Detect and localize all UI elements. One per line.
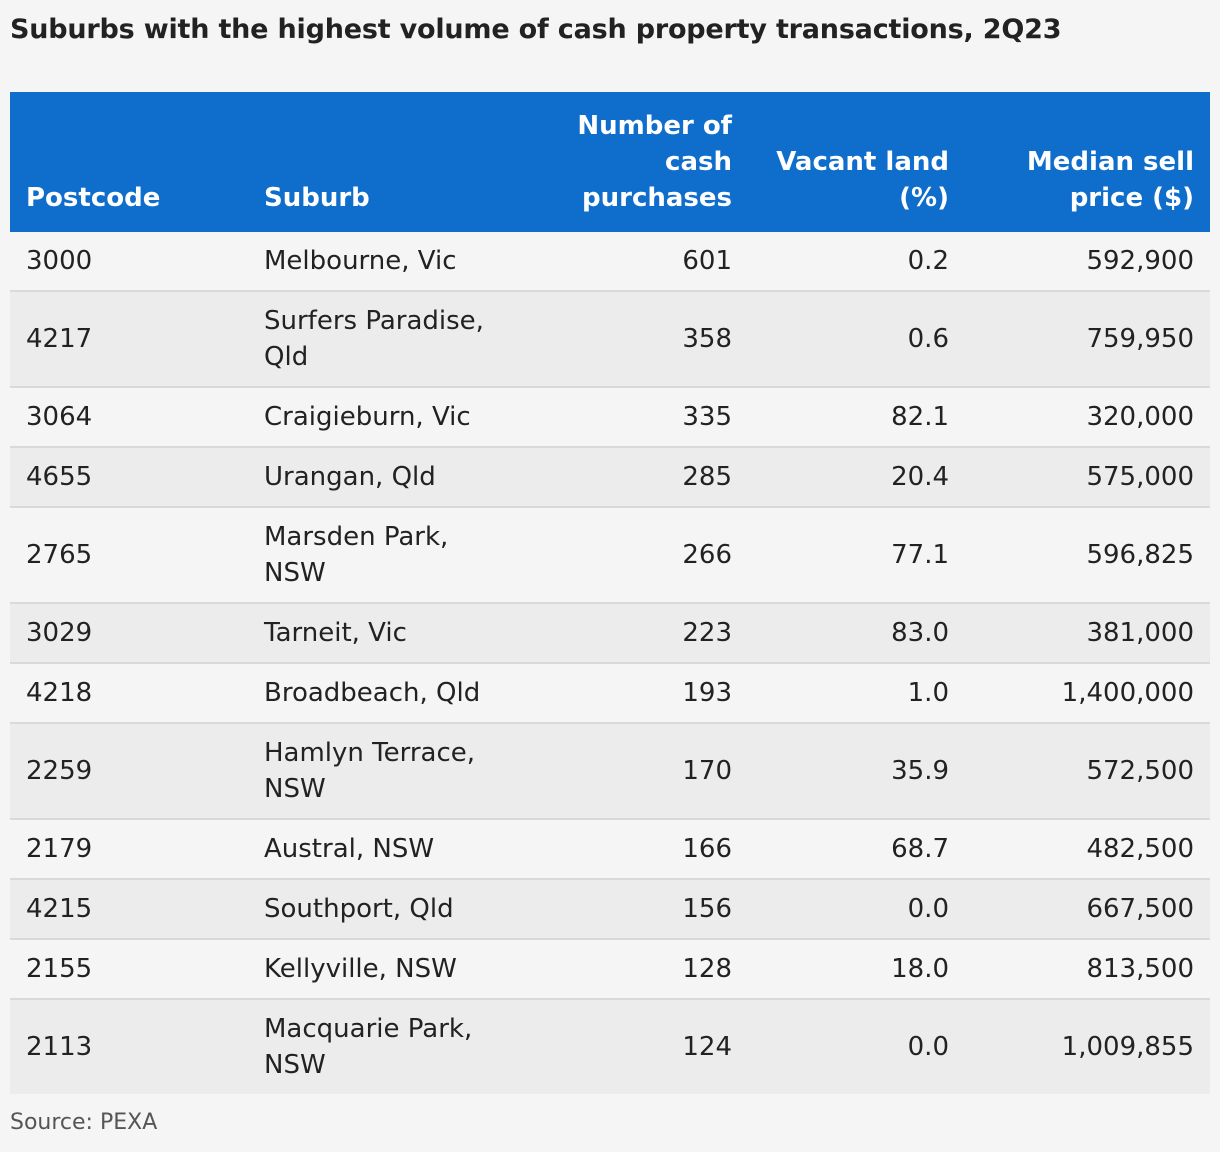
- cell-median-price: 320,000: [965, 387, 1210, 448]
- cell-cash-purchases: 128: [498, 939, 748, 1000]
- cell-cash-purchases: 156: [498, 879, 748, 940]
- cell-vacant-land: 83.0: [748, 603, 965, 664]
- cell-postcode: 4217: [10, 291, 248, 388]
- cell-median-price: 575,000: [965, 447, 1210, 508]
- cell-suburb: Urangan, Qld: [248, 447, 498, 508]
- cell-postcode: 4655: [10, 447, 248, 508]
- table-row: 2113 Macquarie Park, NSW 124 0.0 1,009,855: [10, 999, 1210, 1094]
- cell-postcode: 3064: [10, 387, 248, 448]
- table-row: 4655 Urangan, Qld 285 20.4 575,000: [10, 447, 1210, 508]
- cell-suburb: Austral, NSW: [248, 819, 498, 880]
- cell-postcode: 2765: [10, 507, 248, 604]
- cell-suburb: Macquarie Park, NSW: [248, 999, 498, 1094]
- cell-vacant-land: 35.9: [748, 723, 965, 820]
- cell-median-price: 813,500: [965, 939, 1210, 1000]
- cell-vacant-land: 0.6: [748, 291, 965, 388]
- cell-vacant-land: 18.0: [748, 939, 965, 1000]
- cell-postcode: 4215: [10, 879, 248, 940]
- table-row: 4217 Surfers Paradise, Qld 358 0.6 759,950: [10, 291, 1210, 388]
- cell-vacant-land: 0.0: [748, 879, 965, 940]
- table-body: 3000 Melbourne, Vic 601 0.2 592,900 4217 Surfe…: [10, 232, 1210, 1094]
- cell-vacant-land: 0.0: [748, 999, 965, 1094]
- table-row: 3064 Craigieburn, Vic 335 82.1 320,000: [10, 387, 1210, 448]
- cell-median-price: 667,500: [965, 879, 1210, 940]
- header-vacant-land: Vacant land (%): [748, 92, 965, 232]
- cell-suburb: Marsden Park, NSW: [248, 507, 498, 604]
- data-table-container: Postcode Suburb Number of cash purchases…: [10, 92, 1210, 1094]
- cell-cash-purchases: 166: [498, 819, 748, 880]
- chart-title: Suburbs with the highest volume of cash …: [10, 14, 1062, 45]
- cell-postcode: 3000: [10, 232, 248, 292]
- table-row: 4218 Broadbeach, Qld 193 1.0 1,400,000: [10, 663, 1210, 724]
- cell-median-price: 381,000: [965, 603, 1210, 664]
- cell-suburb: Melbourne, Vic: [248, 232, 498, 292]
- cell-vacant-land: 1.0: [748, 663, 965, 724]
- cell-suburb: Broadbeach, Qld: [248, 663, 498, 724]
- cell-suburb: Hamlyn Terrace, NSW: [248, 723, 498, 820]
- header-suburb: Suburb: [248, 92, 498, 232]
- cell-median-price: 1,400,000: [965, 663, 1210, 724]
- header-median-price: Median sell price ($): [965, 92, 1210, 232]
- header-postcode: Postcode: [10, 92, 248, 232]
- cell-vacant-land: 77.1: [748, 507, 965, 604]
- cell-cash-purchases: 124: [498, 999, 748, 1094]
- cell-cash-purchases: 170: [498, 723, 748, 820]
- header-row: Postcode Suburb Number of cash purchases…: [10, 92, 1210, 232]
- cell-vacant-land: 20.4: [748, 447, 965, 508]
- cell-median-price: 759,950: [965, 291, 1210, 388]
- table-row: 2155 Kellyville, NSW 128 18.0 813,500: [10, 939, 1210, 1000]
- cell-suburb: Tarneit, Vic: [248, 603, 498, 664]
- table-row: 2765 Marsden Park, NSW 266 77.1 596,825: [10, 507, 1210, 604]
- table-row: 3029 Tarneit, Vic 223 83.0 381,000: [10, 603, 1210, 664]
- cell-cash-purchases: 335: [498, 387, 748, 448]
- cell-cash-purchases: 223: [498, 603, 748, 664]
- cell-median-price: 572,500: [965, 723, 1210, 820]
- cell-suburb: Kellyville, NSW: [248, 939, 498, 1000]
- cell-median-price: 596,825: [965, 507, 1210, 604]
- cell-suburb: Surfers Paradise, Qld: [248, 291, 498, 388]
- cell-postcode: 3029: [10, 603, 248, 664]
- cell-postcode: 2259: [10, 723, 248, 820]
- data-table: Postcode Suburb Number of cash purchases…: [10, 92, 1210, 1094]
- cell-postcode: 2179: [10, 819, 248, 880]
- cell-postcode: 2113: [10, 999, 248, 1094]
- cell-vacant-land: 0.2: [748, 232, 965, 292]
- cell-median-price: 482,500: [965, 819, 1210, 880]
- cell-cash-purchases: 358: [498, 291, 748, 388]
- table-header: Postcode Suburb Number of cash purchases…: [10, 92, 1210, 232]
- header-cash-purchases: Number of cash purchases: [498, 92, 748, 232]
- cell-suburb: Southport, Qld: [248, 879, 498, 940]
- cell-median-price: 1,009,855: [965, 999, 1210, 1094]
- cell-cash-purchases: 285: [498, 447, 748, 508]
- cell-postcode: 4218: [10, 663, 248, 724]
- cell-suburb: Craigieburn, Vic: [248, 387, 498, 448]
- table-row: 2259 Hamlyn Terrace, NSW 170 35.9 572,500: [10, 723, 1210, 820]
- cell-cash-purchases: 266: [498, 507, 748, 604]
- table-row: 3000 Melbourne, Vic 601 0.2 592,900: [10, 232, 1210, 292]
- cell-median-price: 592,900: [965, 232, 1210, 292]
- source-note: Source: PEXA: [10, 1110, 158, 1135]
- cell-vacant-land: 68.7: [748, 819, 965, 880]
- table-row: 4215 Southport, Qld 156 0.0 667,500: [10, 879, 1210, 940]
- cell-cash-purchases: 601: [498, 232, 748, 292]
- cell-vacant-land: 82.1: [748, 387, 965, 448]
- table-row: 2179 Austral, NSW 166 68.7 482,500: [10, 819, 1210, 880]
- cell-cash-purchases: 193: [498, 663, 748, 724]
- cell-postcode: 2155: [10, 939, 248, 1000]
